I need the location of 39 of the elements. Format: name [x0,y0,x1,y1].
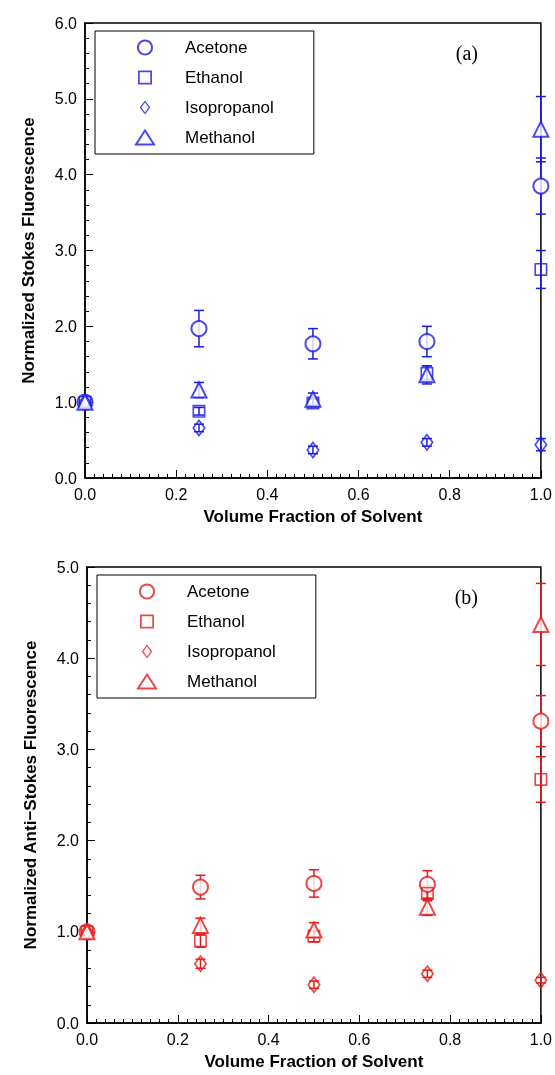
x-tick-label: 0.4 [256,485,279,503]
x-tick-label: 0.0 [73,485,97,503]
y-tick-label: 3.0 [54,242,78,259]
x-tick-label: 1.0 [529,485,553,503]
x-axis-title: Volume Fraction of Solvent [203,507,423,526]
x-tick-label: 0.2 [166,1030,189,1048]
y-tick-label: 3.0 [56,740,80,758]
x-tick-label: 0.8 [438,1030,462,1048]
x-axis-title: Volume Fraction of Solvent [204,1052,424,1071]
legend-label: Acetone [187,582,250,601]
legend-label: Isopropanol [185,98,274,117]
x-tick-label: 0.6 [347,485,370,503]
annotation: (b) [454,586,479,609]
x-tick-label: 0.8 [438,485,461,503]
x-tick-label: 0.0 [75,1030,99,1048]
y-tick-label: 2.0 [56,832,80,850]
x-tick-label: 0.2 [165,485,188,503]
x-tick-label: 0.4 [257,1030,280,1048]
y-tick-label: 0.0 [56,1014,80,1032]
y-axis-title: Normalized Anti−Stokes Fluorescence [21,640,40,950]
y-tick-label: 2.0 [54,317,78,335]
x-tick-label: 1.0 [529,1030,553,1048]
y-tick-label: 1.0 [54,393,78,411]
y-axis-title: Normalized Stokes Fluorescence [19,117,38,384]
y-tick-label: 5.0 [54,90,78,108]
legend-label: Ethanol [187,612,245,631]
y-tick-label: 4.0 [54,166,78,184]
y-tick-label: 1.0 [56,923,80,941]
y-tick-label: 0.0 [54,469,78,487]
legend-label: Isopropanol [187,642,276,661]
legend-label: Acetone [185,38,248,57]
annotation: (a) [455,42,479,65]
y-tick-label: 4.0 [56,649,80,667]
y-tick-label: 6.0 [54,14,78,32]
y-tick-label: 5.0 [56,558,80,576]
legend-label: Methanol [185,128,255,147]
legend-label: Methanol [187,672,257,691]
x-tick-label: 0.6 [348,1030,371,1048]
legend-label: Ethanol [185,68,243,87]
